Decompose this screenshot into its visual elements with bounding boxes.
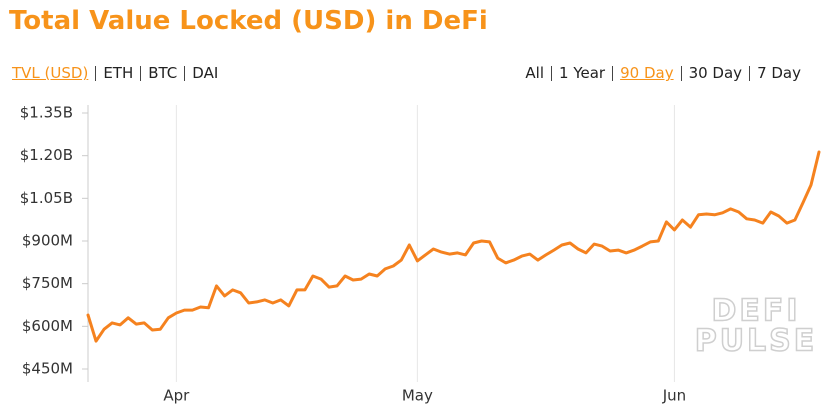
separator	[749, 65, 751, 81]
metric-tabs: TVL (USD) ETH BTC DAI	[12, 63, 218, 83]
y-tick-label: $1.35B	[20, 104, 73, 122]
tab[interactable]: ETH	[103, 64, 134, 82]
y-tick-label: $1.20B	[20, 146, 73, 164]
y-tick-label: $1.05B	[20, 189, 73, 207]
x-tick-label: Jun	[662, 387, 686, 405]
tab[interactable]: BTC	[148, 64, 178, 82]
series-line	[86, 150, 821, 343]
y-tick-label: $600M	[22, 317, 73, 335]
tab[interactable]: TVL (USD)	[12, 64, 89, 82]
tab[interactable]: 7 Day	[757, 64, 801, 82]
tab[interactable]: 90 Day	[620, 64, 674, 82]
separator	[140, 65, 142, 81]
separator	[95, 65, 97, 81]
y-tick-label: $750M	[22, 274, 73, 292]
tab[interactable]: DAI	[192, 64, 219, 82]
separator	[612, 65, 614, 81]
tab[interactable]: 1 Year	[559, 64, 606, 82]
tab[interactable]: All	[525, 64, 545, 82]
y-tick-label: $900M	[22, 232, 73, 250]
y-tick-label: $450M	[22, 360, 73, 378]
page-title: Total Value Locked (USD) in DeFi	[9, 6, 488, 36]
x-tick-label: May	[402, 387, 433, 405]
separator	[184, 65, 186, 81]
separator	[551, 65, 553, 81]
x-tick-label: Apr	[163, 387, 190, 405]
tab[interactable]: 30 Day	[688, 64, 743, 82]
watermark: DEFI	[711, 294, 800, 329]
separator	[680, 65, 682, 81]
range-tabs: All 1 Year 90 Day 30 Day 7 Day	[525, 63, 801, 83]
watermark: PULSE	[695, 324, 818, 359]
